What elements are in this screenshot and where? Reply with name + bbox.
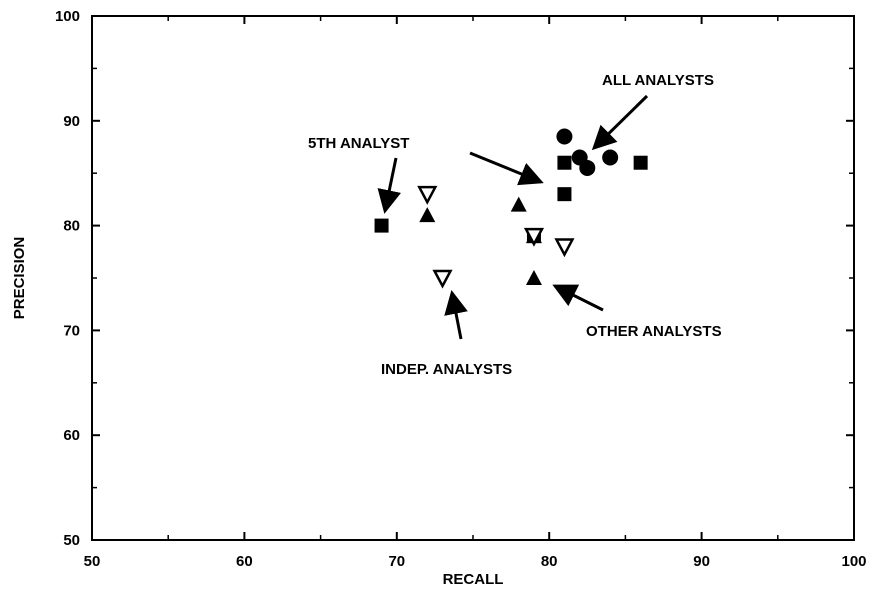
data-point-square	[374, 218, 389, 233]
y-axis-title: PRECISION	[11, 237, 28, 320]
annotation-5th-analyst-arrow-a	[377, 157, 402, 214]
annotation-other-analysts-arrow	[552, 284, 604, 312]
x-tick-label: 70	[388, 553, 405, 570]
data-point-triangle-down-open	[554, 238, 575, 258]
annotation-5th-analyst: 5TH ANALYST	[308, 135, 544, 214]
annotation-all-analysts-label: ALL ANALYSTS	[602, 72, 714, 89]
y-tick-label: 50	[63, 532, 80, 549]
data-point-triangle-up	[419, 207, 436, 223]
annotation-indep-analysts-arrow	[444, 290, 468, 340]
data-point-triangle-down-open	[523, 227, 545, 247]
data-points	[374, 128, 648, 289]
axis-tick-labels: 50 60 70 80 90 100 50 60 70 80 90 100	[55, 8, 867, 570]
x-axis-title: RECALL	[443, 571, 504, 588]
x-tick-label: 90	[693, 553, 710, 570]
annotation-indep-analysts: INDEP. ANALYSTS	[381, 290, 512, 378]
y-tick-label: 80	[63, 218, 80, 235]
x-tick-label: 50	[84, 553, 101, 570]
data-point-circle	[602, 149, 619, 166]
data-point-triangle-down-open	[417, 185, 438, 205]
annotation-indep-analysts-label: INDEP. ANALYSTS	[381, 361, 512, 378]
data-point-square	[557, 155, 572, 170]
y-tick-label: 90	[63, 113, 80, 130]
y-tick-label: 70	[63, 322, 80, 339]
x-tick-label: 80	[541, 553, 558, 570]
x-tick-label: 60	[236, 553, 253, 570]
plot-frame	[91, 15, 855, 541]
data-point-circle	[579, 159, 596, 176]
y-tick-label: 100	[55, 8, 80, 25]
axis-ticks	[91, 15, 855, 541]
data-point-triangle-up	[510, 196, 527, 212]
data-point-triangle-up	[525, 270, 542, 285]
annotation-other-analysts: OTHER ANALYSTS	[552, 284, 722, 340]
annotation-all-analysts: ALL ANALYSTS	[591, 72, 714, 151]
data-point-circle	[556, 128, 573, 145]
annotation-other-analysts-label: OTHER ANALYSTS	[586, 323, 722, 340]
y-tick-label: 60	[63, 427, 80, 444]
data-point-square	[633, 155, 648, 170]
data-point-triangle-down-open	[432, 269, 453, 289]
annotation-5th-analyst-arrow-b	[469, 151, 544, 186]
annotation-all-analysts-arrow	[591, 94, 649, 151]
data-point-square	[557, 187, 572, 202]
x-tick-label: 100	[841, 553, 866, 570]
annotation-5th-analyst-label: 5TH ANALYST	[308, 135, 409, 152]
